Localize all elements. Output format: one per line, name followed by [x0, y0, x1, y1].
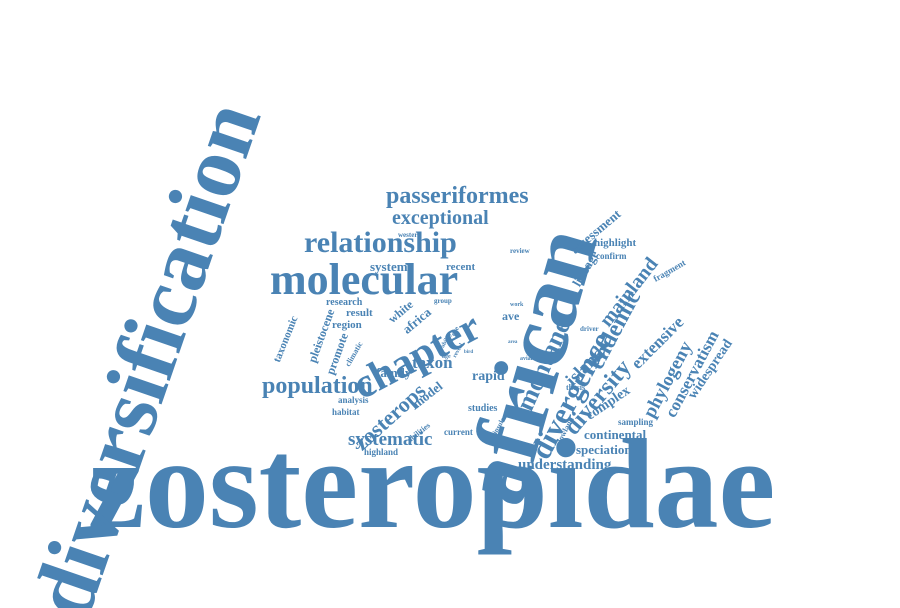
cloud-word: taxonomic — [271, 314, 301, 365]
cloud-word: speciation — [576, 442, 632, 457]
cloud-word: group — [434, 297, 452, 305]
cloud-word: driver — [580, 325, 599, 333]
cloud-word: exceptional — [392, 207, 489, 229]
cloud-word: taxon — [412, 353, 453, 372]
cloud-word: region — [332, 319, 362, 331]
cloud-word: age — [442, 354, 451, 360]
cloud-word: sampling — [618, 417, 654, 427]
cloud-word: avian — [520, 356, 535, 362]
cloud-word: ave — [502, 309, 520, 323]
cloud-word: rapid — [472, 369, 505, 384]
cloud-word: bird — [464, 350, 474, 355]
cloud-word: relationship — [304, 226, 457, 259]
cloud-word: passeriformes — [386, 183, 529, 209]
cloud-word: studies — [468, 403, 498, 414]
cloud-word: result — [346, 307, 373, 319]
cloud-word: review — [510, 247, 530, 255]
cloud-word: confirm — [596, 251, 627, 261]
cloud-word: thesis — [566, 383, 586, 392]
cloud-word: systematic — [348, 429, 433, 450]
cloud-word: research — [326, 297, 363, 308]
cloud-word: population — [262, 373, 373, 399]
cloud-word: highland — [364, 447, 399, 457]
cloud-word: continental — [584, 427, 647, 442]
cloud-word: work — [510, 302, 524, 308]
cloud-word: area — [508, 340, 518, 345]
cloud-word: system — [370, 259, 408, 274]
cloud-word: habitat — [332, 407, 360, 417]
cloud-word: current — [444, 427, 473, 437]
cloud-word: western — [398, 231, 422, 239]
cloud-word: zosteropidae — [88, 413, 776, 555]
cloud-word: highlight — [594, 237, 637, 249]
cloud-word: molecular — [270, 255, 459, 304]
cloud-word: family — [376, 365, 412, 380]
cloud-word: recent — [446, 261, 476, 273]
cloud-word: understanding — [518, 457, 612, 473]
cloud-word: analysis — [338, 395, 369, 405]
